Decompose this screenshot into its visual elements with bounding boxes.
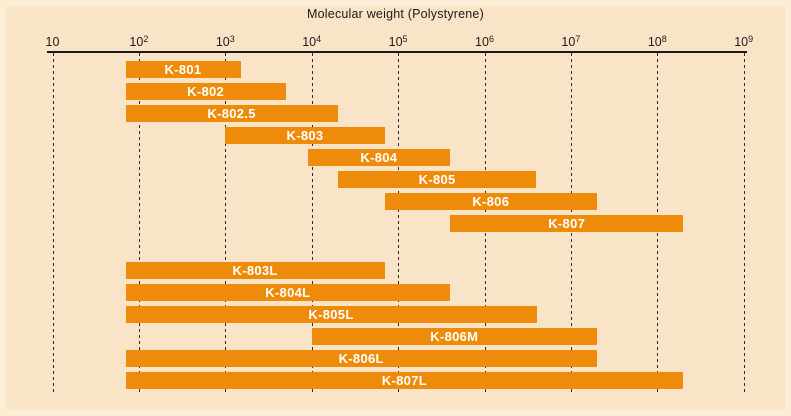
range-bar-k-806l: K-806L	[125, 350, 597, 367]
x-tick-exponent: 2	[143, 34, 149, 44]
bar-label: K-805L	[308, 307, 354, 322]
range-bar-k-803: K-803	[225, 127, 385, 144]
x-tick-exponent: 5	[402, 34, 408, 44]
bar-label: K-804L	[265, 285, 311, 300]
range-bar-k-807: K-807	[450, 215, 684, 232]
range-bar-k-806: K-806	[384, 193, 597, 210]
gridline	[52, 53, 54, 392]
x-tick-label: 106	[475, 34, 494, 50]
range-bar-k-802: K-802	[125, 83, 286, 100]
bar-label: K-804	[360, 150, 398, 165]
gridline	[138, 53, 140, 392]
x-tick-label: 104	[302, 34, 322, 50]
x-axis-line	[47, 51, 747, 53]
bar-label: K-801	[164, 62, 202, 77]
bar-label: K-803	[286, 128, 324, 143]
range-bar-k-806m: K-806M	[311, 328, 597, 345]
x-tick-label: 105	[388, 34, 408, 50]
x-tick-exponent: 9	[748, 34, 754, 44]
gridline	[398, 53, 400, 392]
bar-label: K-807L	[381, 373, 427, 388]
x-tick-label: 109	[734, 34, 754, 50]
x-tick-exponent: 7	[575, 34, 581, 44]
bar-label: K-807	[548, 216, 586, 231]
x-tick-label: 107	[561, 34, 581, 50]
x-tick-label: 102	[129, 34, 149, 50]
x-tick-label: 10	[45, 35, 60, 49]
bar-label: K-802.5	[207, 106, 256, 121]
range-bar-k-804: K-804	[307, 149, 451, 166]
x-tick-exponent: 6	[488, 34, 494, 44]
chart-title: Molecular weight (Polystyrene)	[307, 7, 484, 21]
bar-label: K-805	[418, 172, 456, 187]
bar-label: K-802	[187, 84, 225, 99]
range-bar-k-802.5: K-802.5	[125, 105, 338, 122]
x-tick-label: 108	[647, 34, 667, 50]
range-bar-k-803l: K-803L	[125, 262, 385, 279]
x-tick-exponent: 3	[229, 34, 235, 44]
bar-label: K-806M	[430, 329, 479, 344]
range-bar-k-807l: K-807L	[125, 372, 684, 389]
gridline	[225, 53, 227, 392]
bar-label: K-803L	[232, 263, 278, 278]
x-tick-exponent: 4	[316, 34, 322, 44]
range-bar-k-801: K-801	[125, 61, 241, 78]
x-tick-exponent: 8	[661, 34, 667, 44]
gridline	[743, 53, 745, 392]
bar-label: K-806L	[338, 351, 384, 366]
range-bar-k-804l: K-804L	[125, 284, 451, 301]
x-tick-label: 103	[215, 34, 235, 50]
gridline	[311, 53, 313, 392]
range-bar-k-805l: K-805L	[125, 306, 537, 323]
bar-label: K-806	[472, 194, 510, 209]
range-bar-k-805: K-805	[337, 171, 537, 188]
